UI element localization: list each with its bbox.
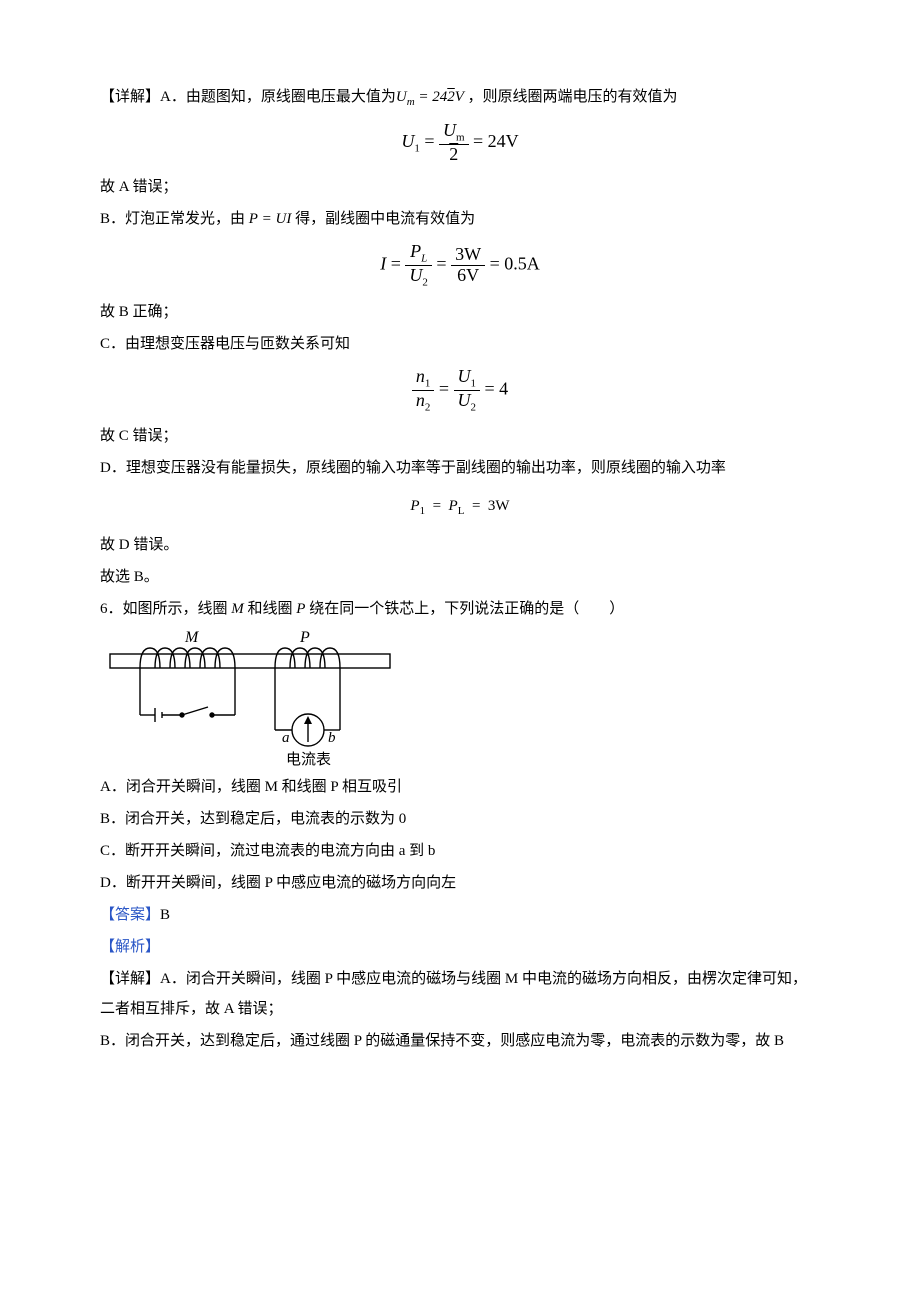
q6-stem-prefix: 如图所示，线圈 bbox=[123, 601, 232, 617]
label-P: P bbox=[299, 630, 310, 646]
eq-P1: P1 = PL = 3W bbox=[100, 491, 820, 522]
ammeter-label: 电流表 bbox=[286, 751, 331, 768]
coil-diagram: M P a b 电流表 bbox=[100, 630, 400, 770]
sol5-D-conc: 故 D 错误。 bbox=[100, 530, 820, 560]
label-b: b bbox=[328, 730, 336, 746]
sol5-C-intro: C．由理想变压器电压与匝数关系可知 bbox=[100, 329, 820, 359]
q6-M: M bbox=[231, 601, 244, 617]
detail-label: 【详解】 bbox=[100, 89, 160, 105]
eq-I: I = PLU2 = 3W6V = 0.5A bbox=[100, 242, 820, 288]
q6-option-D: D．断开开关瞬间，线圈 P 中感应电流的磁场方向向左 bbox=[100, 868, 820, 898]
q6-detail-B: B．闭合开关，达到稳定后，通过线圈 P 的磁通量保持不变，则感应电流为零，电流表… bbox=[100, 1026, 820, 1056]
answer-label: 【答案】 bbox=[100, 907, 160, 923]
sol5-A-tail: ，则原线圈两端电压的有效值为 bbox=[467, 89, 677, 105]
q6-stem-mid: 和线圈 bbox=[244, 601, 297, 617]
sol5-A-intro: 【详解】A．由题图知，原线圈电压最大值为Um = 242V ，则原线圈两端电压的… bbox=[100, 82, 820, 113]
label-a: a bbox=[282, 730, 290, 746]
sol5-B-expr: P = UI bbox=[249, 211, 292, 227]
q6-option-A: A．闭合开关瞬间，线圈 M 和线圈 P 相互吸引 bbox=[100, 772, 820, 802]
q6-option-C: C．断开开关瞬间，流过电流表的电流方向由 a 到 b bbox=[100, 836, 820, 866]
q6-number: 6． bbox=[100, 601, 123, 617]
sol5-A-text: A．由题图知，原线圈电压最大值为 bbox=[160, 89, 396, 105]
q6-stem: 6．如图所示，线圈 M 和线圈 P 绕在同一个铁芯上，下列说法正确的是（ ） bbox=[100, 594, 820, 624]
label-M: M bbox=[184, 630, 200, 646]
sol5-B-suffix: 得，副线圈中电流有效值为 bbox=[291, 211, 475, 227]
detail-label-6: 【详解】 bbox=[100, 971, 160, 987]
sol5-D-intro: D．理想变压器没有能量损失，原线圈的输入功率等于副线圈的输出功率，则原线圈的输入… bbox=[100, 453, 820, 483]
sol5-final: 故选 B。 bbox=[100, 562, 820, 592]
sol5-B-prefix: B．灯泡正常发光，由 bbox=[100, 211, 249, 227]
sol5-B-intro: B．灯泡正常发光，由 P = UI 得，副线圈中电流有效值为 bbox=[100, 204, 820, 234]
coil-P bbox=[275, 648, 340, 668]
sol5-A-conc: 故 A 错误； bbox=[100, 172, 820, 202]
sol5-A-inline-math: Um = 242V bbox=[396, 89, 468, 105]
sol5-B-conc: 故 B 正确； bbox=[100, 297, 820, 327]
sol5-C-conc: 故 C 错误； bbox=[100, 421, 820, 451]
answer-value: B bbox=[160, 907, 170, 923]
q6-detail-A: 【详解】A．闭合开关瞬间，线圈 P 中感应电流的磁场与线圈 M 中电流的磁场方向… bbox=[100, 964, 820, 1024]
q6-answer-line: 【答案】B bbox=[100, 900, 820, 930]
q6-detail-A-text: A．闭合开关瞬间，线圈 P 中感应电流的磁场与线圈 M 中电流的磁场方向相反，由… bbox=[100, 971, 807, 1017]
eq-n-ratio: n1n2 = U1U2 = 4 bbox=[100, 367, 820, 413]
q6-analysis-label: 【解析】 bbox=[100, 932, 820, 962]
q6-stem-suffix: 绕在同一个铁芯上，下列说法正确的是（ ） bbox=[305, 601, 624, 617]
q6-option-B: B．闭合开关，达到稳定后，电流表的示数为 0 bbox=[100, 804, 820, 834]
coil-M bbox=[140, 648, 235, 668]
eq-U1: U1 = Um2 = 24V bbox=[100, 121, 820, 164]
